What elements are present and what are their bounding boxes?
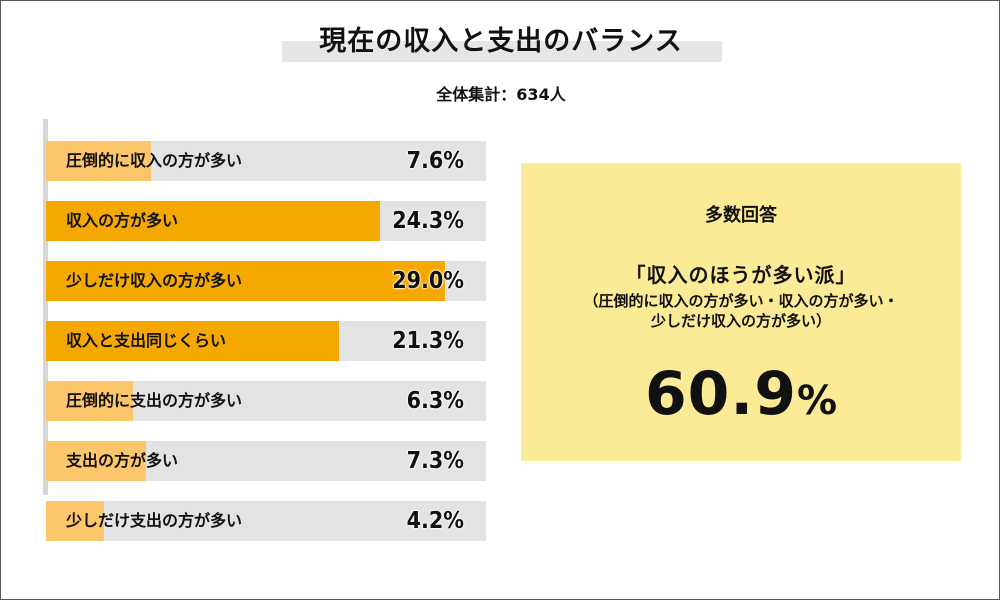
bar-category-label: 圧倒的に支出の方が多い [66,391,243,410]
summary-detail: （圧倒的に収入の方が多い・収入の方が多い・ 少しだけ収入の方が多い） [521,291,961,331]
summary-heading: 多数回答 [705,205,777,226]
bar-row: 収入と支出同じくらい 21.3% [46,321,486,361]
bar [46,321,339,361]
bar [46,261,445,301]
bar-row: 少しだけ支出の方が多い 4.2% [46,501,486,541]
bar-category-label: 支出の方が多い [66,451,179,470]
bar-value-label: 6.3% [406,388,464,414]
chart-title: 現在の収入と支出のバランス [319,26,683,57]
bar-value-label: 4.2% [406,508,464,534]
bar [46,441,147,481]
bar-track [46,501,486,541]
bar-row: 圧倒的に支出の方が多い 6.3% [46,381,486,421]
summary-value: 60.9% [521,359,961,429]
bar-category-label: 収入の方が多い [66,211,179,230]
bar-value-label: 24.3% [392,208,464,234]
category-axis-line [43,119,48,495]
bar-value-label: 7.3% [406,448,464,474]
summary-group-label: 「収入のほうが多い派」 [625,263,857,287]
summary-value-unit: % [796,378,838,424]
bar-value-label: 29.0% [392,268,464,294]
bar-category-label: 少しだけ収入の方が多い [66,271,243,290]
bar-row: 少しだけ収入の方が多い 29.0% [46,261,486,301]
summary-detail-line: 少しだけ収入の方が多い） [650,312,831,330]
summary-value-number: 60.9 [644,359,797,429]
bar [46,501,104,541]
bar-row: 収入の方が多い 24.3% [46,201,486,241]
bar-value-label: 21.3% [392,328,464,354]
bar-value-label: 7.6% [406,148,464,174]
bar [46,201,381,241]
summary-box: 多数回答 「収入のほうが多い派」 （圧倒的に収入の方が多い・収入の方が多い・ 少… [521,163,961,461]
bar-category-label: 少しだけ支出の方が多い [66,511,243,530]
bar [46,141,151,181]
bar-category-label: 圧倒的に収入の方が多い [66,151,243,170]
bar [46,381,133,421]
title-underline-band [282,41,722,62]
bar-row: 支出の方が多い 7.3% [46,441,486,481]
summary-detail-line: （圧倒的に収入の方が多い・収入の方が多い・ [583,292,899,310]
chart-subtitle: 全体集計：634人 [436,85,566,104]
bar-category-label: 収入と支出同じくらい [66,331,227,350]
bar-row: 圧倒的に収入の方が多い 7.6% [46,141,486,181]
